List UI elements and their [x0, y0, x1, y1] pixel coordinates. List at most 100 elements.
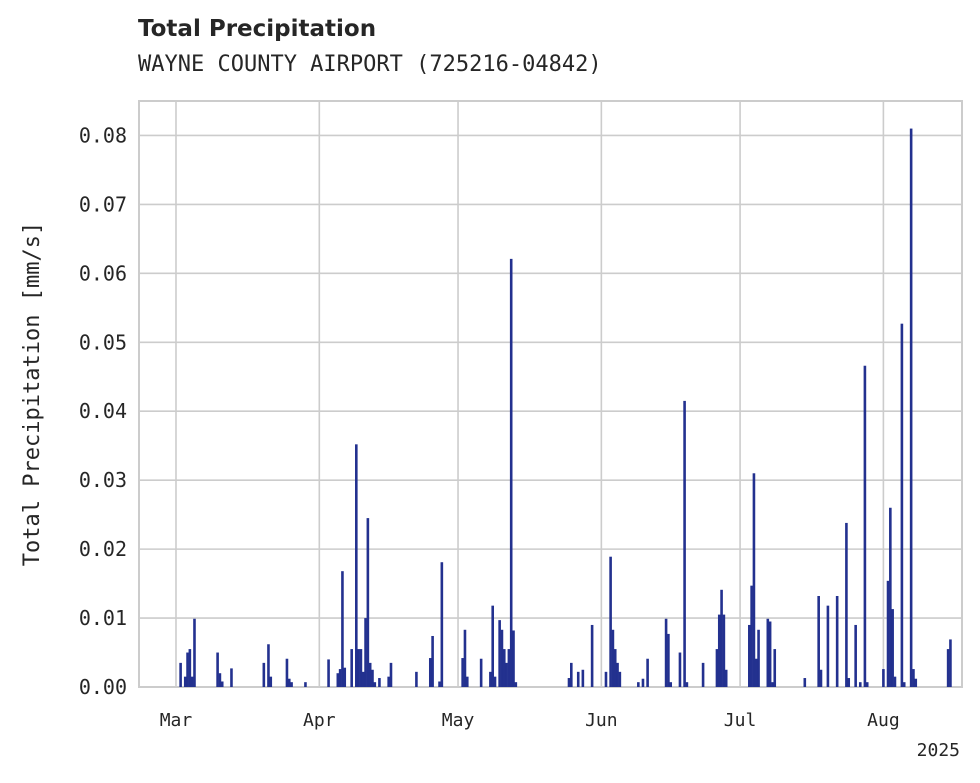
precipitation-bar: [819, 669, 823, 687]
precipitation-bar: [646, 658, 649, 687]
precipitation-bar: [373, 682, 377, 687]
precipitation-bar: [514, 682, 518, 687]
precipitation-bar: [750, 585, 753, 687]
precipitation-bar: [891, 609, 894, 687]
precipitation-bar: [489, 671, 492, 687]
precipitation-bar: [845, 522, 848, 687]
precipitation-bar: [667, 633, 670, 687]
precipitation-bar: [505, 662, 508, 687]
precipitation-bar: [368, 662, 372, 687]
grid-lines: [139, 101, 962, 687]
x-tick-label: Jun: [585, 710, 618, 731]
precipitation-bar: [858, 682, 862, 687]
y-tick-label: 0.01: [79, 606, 127, 630]
precipitation-bar: [507, 649, 511, 687]
precipitation-bar: [748, 624, 751, 687]
precipitation-bar: [431, 635, 434, 687]
precipitation-bar: [287, 678, 291, 687]
precipitation-bar: [613, 649, 617, 687]
precipitation-bar: [359, 649, 363, 687]
precipitation-bar: [500, 629, 504, 687]
precipitation-bar: [611, 629, 615, 687]
precipitation-bar: [415, 671, 418, 687]
precipitation-bar: [355, 444, 358, 687]
precipitation-bars: [179, 128, 952, 687]
y-axis-ticks: 0.00 0.01 0.02 0.03 0.04 0.05 0.06 0.07 0.08: [79, 123, 127, 699]
precipitation-bar: [350, 649, 353, 687]
precipitation-bar: [304, 682, 307, 687]
precipitation-bar: [438, 681, 441, 687]
precipitation-bar: [378, 678, 381, 687]
precipitation-bar: [179, 662, 182, 687]
precipitation-bar: [509, 258, 513, 687]
precipitation-bar: [440, 562, 444, 687]
precipitation-bar: [357, 649, 360, 687]
precipitation-bar: [498, 620, 501, 687]
precipitation-bar: [641, 678, 645, 687]
precipitation-bar: [757, 629, 760, 687]
x-tick-label: Mar: [160, 710, 193, 731]
precipitation-bar: [290, 682, 293, 687]
precipitation-bar: [685, 682, 689, 687]
precipitation-bar: [835, 595, 839, 687]
precipitation-bar: [865, 682, 869, 687]
precipitation-bar: [637, 682, 640, 687]
precipitation-bar: [863, 365, 867, 687]
precipitation-bar: [882, 669, 885, 687]
plot-area-frame: [138, 100, 963, 688]
precipitation-bar: [609, 556, 612, 687]
precipitation-bar: [914, 678, 918, 687]
precipitation-bar: [817, 595, 820, 687]
precipitation-bar: [230, 668, 233, 687]
y-tick-label: 0.06: [79, 261, 127, 285]
y-tick-label: 0.07: [79, 192, 127, 216]
precipitation-bar: [387, 676, 390, 687]
precipitation-bar: [946, 649, 950, 687]
precipitation-bar: [389, 662, 393, 687]
precipitation-bar: [803, 678, 807, 687]
y-axis-label: Total Precipitation [mm/s]: [20, 222, 45, 566]
precipitation-bar: [366, 518, 370, 687]
y-tick-label: 0.05: [79, 330, 127, 354]
precipitation-bar: [854, 624, 857, 687]
precipitation-bar: [343, 667, 347, 687]
y-tick-label: 0.00: [79, 675, 127, 699]
precipitation-bar: [715, 649, 719, 687]
precipitation-bar: [188, 649, 192, 687]
precipitation-bar: [338, 669, 342, 687]
chart-title: Total Precipitation: [138, 16, 377, 42]
precipitation-bar: [889, 507, 892, 687]
precipitation-bar: [361, 671, 365, 687]
precipitation-bar: [754, 658, 758, 687]
precipitation-bar: [949, 639, 952, 687]
precipitation-bar: [724, 669, 728, 687]
precipitation-bar: [826, 605, 830, 687]
x-tick-label: May: [442, 710, 475, 731]
precipitation-bar: [886, 580, 890, 687]
precipitation-bar: [893, 676, 897, 687]
precipitation-bar: [900, 323, 904, 687]
x-axis-year-label: 2025: [917, 740, 960, 761]
precipitation-bar: [766, 618, 770, 687]
precipitation-bar: [909, 128, 913, 687]
x-tick-label: Aug: [867, 710, 900, 731]
precipitation-bar: [678, 652, 682, 687]
precipitation-bar: [371, 669, 374, 687]
x-tick-label: Jul: [724, 710, 757, 731]
precipitation-bar: [771, 682, 774, 687]
precipitation-bar: [847, 678, 851, 687]
y-tick-label: 0.08: [79, 123, 127, 147]
precipitation-bar: [461, 658, 464, 687]
precipitation-bar: [220, 681, 224, 687]
precipitation-bar: [428, 658, 432, 687]
precipitation-bar: [669, 682, 673, 687]
precipitation-bar: [720, 589, 723, 687]
precipitation-bar: [479, 658, 483, 687]
precipitation-bar: [618, 671, 622, 687]
precipitation-bar: [190, 676, 194, 687]
precipitation-bar: [193, 618, 196, 687]
precipitation-bar: [364, 618, 367, 687]
precipitation-bar: [590, 624, 594, 687]
precipitation-bar: [493, 676, 497, 687]
